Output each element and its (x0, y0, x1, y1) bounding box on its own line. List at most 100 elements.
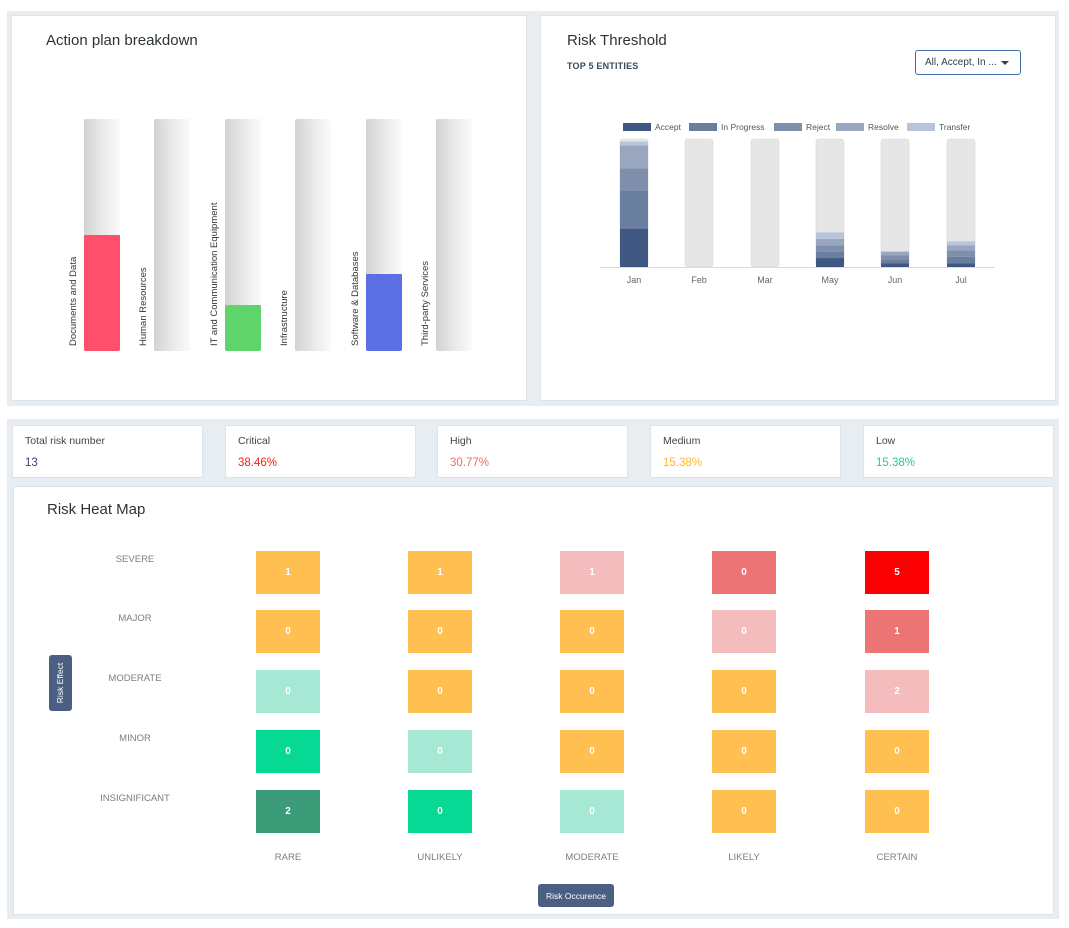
legend-item[interactable]: Reject (774, 122, 830, 132)
heatmap-cell[interactable]: 0 (560, 670, 624, 713)
bar-segment-reject[interactable] (881, 255, 909, 260)
heatmap-cell[interactable]: 0 (865, 730, 929, 773)
risk-occurence-axis-button[interactable]: Risk Occurence (538, 884, 614, 907)
bar-segment-accept[interactable] (947, 263, 975, 267)
risk-threshold-title: Risk Threshold (567, 32, 667, 49)
action-plan-bar-label: Documents and Data (68, 256, 79, 346)
heatmap-cell[interactable]: 0 (560, 610, 624, 653)
critical-card: Critical 38.46% (225, 425, 416, 478)
bar-segment-in-progress[interactable] (816, 251, 844, 259)
bar-segment-transfer[interactable] (816, 232, 844, 239)
heatmap-cell[interactable]: 0 (560, 730, 624, 773)
stat-value: 38.46% (238, 457, 278, 469)
heatmap-cell[interactable]: 0 (408, 790, 472, 833)
low-card: Low 15.38% (863, 425, 1054, 478)
bar-segment-resolve[interactable] (620, 145, 648, 169)
bar-segment-resolve[interactable] (881, 251, 909, 256)
heatmap-cell[interactable]: 1 (865, 610, 929, 653)
heatmap-column-label: MODERATE (565, 852, 619, 863)
action-plan-bar-track[interactable] (295, 119, 331, 351)
heatmap-cell[interactable]: 0 (712, 670, 776, 713)
heatmap-column-label: UNLIKELY (417, 852, 463, 863)
action-plan-bar-track[interactable] (436, 119, 472, 351)
legend-item[interactable]: In Progress (689, 122, 764, 132)
heatmap-cell[interactable]: 0 (256, 610, 320, 653)
bar-segment-in-progress[interactable] (947, 256, 975, 264)
bar-background (880, 138, 910, 268)
chevron-down-icon (1001, 61, 1009, 65)
x-tick-label: Mar (757, 275, 773, 285)
action-plan-bar-track[interactable] (366, 119, 402, 351)
action-plan-bar-label: Third-party Services (420, 261, 431, 346)
heatmap-cell[interactable]: 2 (865, 670, 929, 713)
heatmap-cell[interactable]: 0 (408, 670, 472, 713)
heatmap-cell[interactable]: 0 (408, 610, 472, 653)
total-risk-card: Total risk number 13 (12, 425, 203, 478)
x-tick-label: Jan (627, 275, 642, 285)
legend-item[interactable]: Accept (623, 122, 681, 132)
action-plan-bar-track[interactable] (154, 119, 190, 351)
stat-value: 13 (25, 457, 38, 469)
bar-segment-accept[interactable] (816, 258, 844, 267)
bar-segment-reject[interactable] (947, 250, 975, 257)
bar-segment-transfer[interactable] (620, 141, 648, 146)
heatmap-cell[interactable]: 1 (560, 551, 624, 594)
bar-segment-in-progress[interactable] (620, 190, 648, 229)
heatmap-cell[interactable]: 0 (712, 730, 776, 773)
heatmap-cell[interactable]: 0 (560, 790, 624, 833)
bar-segment-accept[interactable] (881, 263, 909, 267)
heatmap-cell[interactable]: 0 (712, 551, 776, 594)
bar-segment-resolve[interactable] (816, 238, 844, 246)
legend-label: Reject (806, 122, 831, 132)
risk-effect-axis-button[interactable]: Risk Effect (49, 655, 72, 711)
bar-segment-transfer[interactable] (947, 241, 975, 246)
heatmap-cell[interactable]: 0 (256, 670, 320, 713)
action-plan-bar-track[interactable] (225, 119, 261, 351)
action-plan-bar-track[interactable] (84, 119, 120, 351)
heatmap-cell[interactable]: 0 (712, 610, 776, 653)
bar-segment-reject[interactable] (816, 245, 844, 252)
legend-swatch (623, 123, 651, 131)
entities-filter-dropdown[interactable]: All, Accept, In ... (915, 50, 1021, 75)
bar-segment-accept[interactable] (620, 228, 648, 267)
stat-value: 15.38% (876, 457, 916, 469)
action-plan-bar-label: IT and Communication Equipment (209, 202, 220, 346)
high-card: High 30.77% (437, 425, 628, 478)
medium-card: Medium 15.38% (650, 425, 841, 478)
risk-threshold-chart: Jan Feb Mar May Jun Jul (600, 138, 995, 285)
bar-segment-resolve[interactable] (947, 245, 975, 251)
bar-background (750, 138, 780, 268)
heatmap-cell[interactable]: 0 (865, 790, 929, 833)
stat-label: High (450, 435, 472, 447)
action-plan-title: Action plan breakdown (46, 32, 198, 49)
bar-segment-reject[interactable] (620, 168, 648, 191)
legend-label: In Progress (721, 122, 765, 132)
stat-label: Low (876, 435, 896, 447)
heatmap-cell[interactable]: 0 (408, 730, 472, 773)
legend-label: Resolve (868, 122, 899, 132)
legend-swatch (774, 123, 802, 131)
heatmap-cell[interactable]: 2 (256, 790, 320, 833)
heatmap-cell[interactable]: 0 (712, 790, 776, 833)
x-tick-label: Jul (955, 275, 967, 285)
heatmap-row-label: MAJOR (118, 613, 152, 624)
legend-item[interactable]: Transfer (907, 122, 970, 132)
action-plan-bar-fill (366, 274, 402, 351)
dropdown-value: All, Accept, In ... (925, 57, 997, 68)
bar-segment-in-progress[interactable] (881, 259, 909, 264)
x-tick-label: Feb (691, 275, 707, 285)
heatmap-title: Risk Heat Map (47, 501, 146, 518)
heatmap-cell[interactable]: 5 (865, 551, 929, 594)
action-plan-bar-fill (84, 235, 120, 351)
heatmap-cell[interactable]: 0 (256, 730, 320, 773)
legend-swatch (689, 123, 717, 131)
action-plan-bar-label: Human Resources (138, 267, 149, 346)
legend-item[interactable]: Resolve (836, 122, 899, 132)
stat-label: Critical (238, 435, 271, 447)
stat-value: 15.38% (663, 457, 703, 469)
bar-background (684, 138, 714, 268)
heatmap-column-label: LIKELY (728, 852, 760, 863)
legend-swatch (836, 123, 864, 131)
heatmap-cell[interactable]: 1 (408, 551, 472, 594)
heatmap-cell[interactable]: 1 (256, 551, 320, 594)
